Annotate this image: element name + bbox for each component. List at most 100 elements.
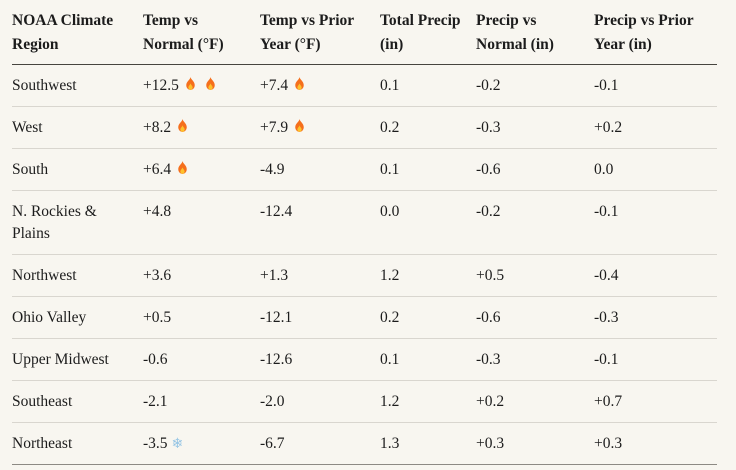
cell-precip-vs-prior: -0.1 [594, 64, 717, 107]
column-header-precip-vs-normal: Precip vs Normal (in) [476, 0, 594, 65]
cell-value: N. Rockies & Plains [12, 203, 97, 242]
cell-total-precip: 0.1 [380, 338, 476, 381]
fire-icon [291, 118, 308, 135]
table-row: South +6.4 -4.9 0.1 -0.6 0.0 [12, 148, 717, 191]
cell-temp-vs-prior: -6.7 [260, 422, 380, 465]
cell-precip-vs-normal: -0.6 [476, 296, 594, 339]
table-body: Southwest +12.5 +7.4 0.1 -0.2 -0.1 West +8.2 … [12, 64, 717, 465]
cell-precip-vs-prior: +0.7 [594, 380, 717, 423]
cell-temp-vs-prior: +7.9 [260, 106, 380, 149]
cell-precip-vs-prior: +0.2 [594, 106, 717, 149]
cell-value: -0.3 [594, 309, 619, 326]
column-header-region: NOAA Climate Region [12, 0, 143, 65]
table-row: Northwest +3.6 +1.3 1.2 +0.5 -0.4 [12, 254, 717, 297]
cell-temp-vs-prior: +7.4 [260, 64, 380, 107]
cell-value: 0.1 [380, 351, 400, 368]
cell-temp-vs-normal: +8.2 [143, 106, 260, 149]
cell-value: +0.3 [476, 435, 505, 452]
cell-total-precip: 0.2 [380, 296, 476, 339]
cell-value: +3.6 [143, 267, 172, 284]
cell-value: -0.6 [143, 351, 168, 368]
cell-region: Northwest [12, 254, 143, 297]
cell-region: Ohio Valley [12, 296, 143, 339]
cell-value: +0.5 [476, 267, 505, 284]
cell-value: +0.5 [143, 309, 172, 326]
cell-temp-vs-normal: +6.4 [143, 148, 260, 191]
cell-region: Southwest [12, 64, 143, 107]
cell-value: 0.0 [380, 203, 400, 220]
cell-value: 0.1 [380, 77, 400, 94]
cell-value: -3.5 [143, 435, 168, 452]
cell-value: -2.0 [260, 393, 285, 410]
cell-value: +6.4 [143, 161, 172, 178]
cell-value: +7.4 [260, 77, 289, 94]
cell-value: South [12, 161, 49, 178]
cell-precip-vs-normal: -0.6 [476, 148, 594, 191]
cell-temp-vs-normal: +4.8 [143, 190, 260, 255]
snowflake-icon: ❄ [171, 436, 184, 452]
cell-value: -0.1 [594, 77, 619, 94]
cell-value: -0.4 [594, 267, 619, 284]
cell-temp-vs-prior: -12.6 [260, 338, 380, 381]
cell-temp-vs-prior: -2.0 [260, 380, 380, 423]
fire-icon [182, 76, 199, 93]
header-row: NOAA Climate Region Temp vs Normal (°F) Te… [12, 0, 717, 65]
cell-total-precip: 0.1 [380, 64, 476, 107]
cell-value: +8.2 [143, 119, 172, 136]
cell-value: -12.4 [260, 203, 293, 220]
cell-value: +12.5 [143, 77, 179, 94]
table-row: Southeast -2.1 -2.0 1.2 +0.2 +0.7 [12, 380, 717, 423]
fire-icon [291, 76, 308, 93]
cell-region: Upper Midwest [12, 338, 143, 381]
cell-precip-vs-normal: -0.2 [476, 190, 594, 255]
cell-value: Northeast [12, 435, 73, 452]
cell-value: -12.6 [260, 351, 293, 368]
cell-value: +7.9 [260, 119, 289, 136]
fire-icon [174, 118, 191, 135]
cell-temp-vs-normal: +12.5 [143, 64, 260, 107]
cell-value: +0.3 [594, 435, 623, 452]
cell-total-precip: 0.2 [380, 106, 476, 149]
cell-value: Upper Midwest [12, 351, 109, 368]
cell-value: -0.1 [594, 351, 619, 368]
cell-region: Southeast [12, 380, 143, 423]
cell-temp-vs-normal: +3.6 [143, 254, 260, 297]
cell-value: 0.2 [380, 309, 400, 326]
cell-value: +0.2 [594, 119, 623, 136]
cell-value: -0.3 [476, 119, 501, 136]
cell-precip-vs-normal: -0.2 [476, 64, 594, 107]
cell-region: Northeast [12, 422, 143, 465]
cell-value: Northwest [12, 267, 77, 284]
cell-value: -0.1 [594, 203, 619, 220]
cell-region: N. Rockies & Plains [12, 190, 143, 255]
table-header: NOAA Climate Region Temp vs Normal (°F) Te… [12, 0, 717, 65]
cell-value: Southeast [12, 393, 73, 410]
cell-value: -0.3 [476, 351, 501, 368]
cell-precip-vs-prior: -0.1 [594, 190, 717, 255]
cell-precip-vs-normal: +0.2 [476, 380, 594, 423]
cell-precip-vs-prior: +0.3 [594, 422, 717, 465]
cell-precip-vs-prior: -0.3 [594, 296, 717, 339]
cell-temp-vs-normal: -0.6 [143, 338, 260, 381]
cell-value: -2.1 [143, 393, 168, 410]
cell-value: -4.9 [260, 161, 285, 178]
cell-value: -12.1 [260, 309, 293, 326]
cell-value: -0.2 [476, 77, 501, 94]
cell-value: +4.8 [143, 203, 172, 220]
cell-precip-vs-normal: -0.3 [476, 106, 594, 149]
cell-value: 0.1 [380, 161, 400, 178]
table-row: Ohio Valley +0.5 -12.1 0.2 -0.6 -0.3 [12, 296, 717, 339]
cell-value: 1.3 [380, 435, 400, 452]
cell-value: West [12, 119, 43, 136]
cell-value: 0.2 [380, 119, 400, 136]
cell-total-precip: 0.1 [380, 148, 476, 191]
cell-value: -0.2 [476, 203, 501, 220]
cell-temp-vs-normal: +0.5 [143, 296, 260, 339]
table-row: Northeast -3.5 ❄ -6.7 1.3 +0.3 +0.3 [12, 422, 717, 465]
cell-precip-vs-normal: -0.3 [476, 338, 594, 381]
cell-temp-vs-prior: +1.3 [260, 254, 380, 297]
cell-value: Southwest [12, 77, 77, 94]
table-row: Upper Midwest -0.6 -12.6 0.1 -0.3 -0.1 [12, 338, 717, 381]
cell-value: 1.2 [380, 267, 400, 284]
cell-value: Ohio Valley [12, 309, 87, 326]
